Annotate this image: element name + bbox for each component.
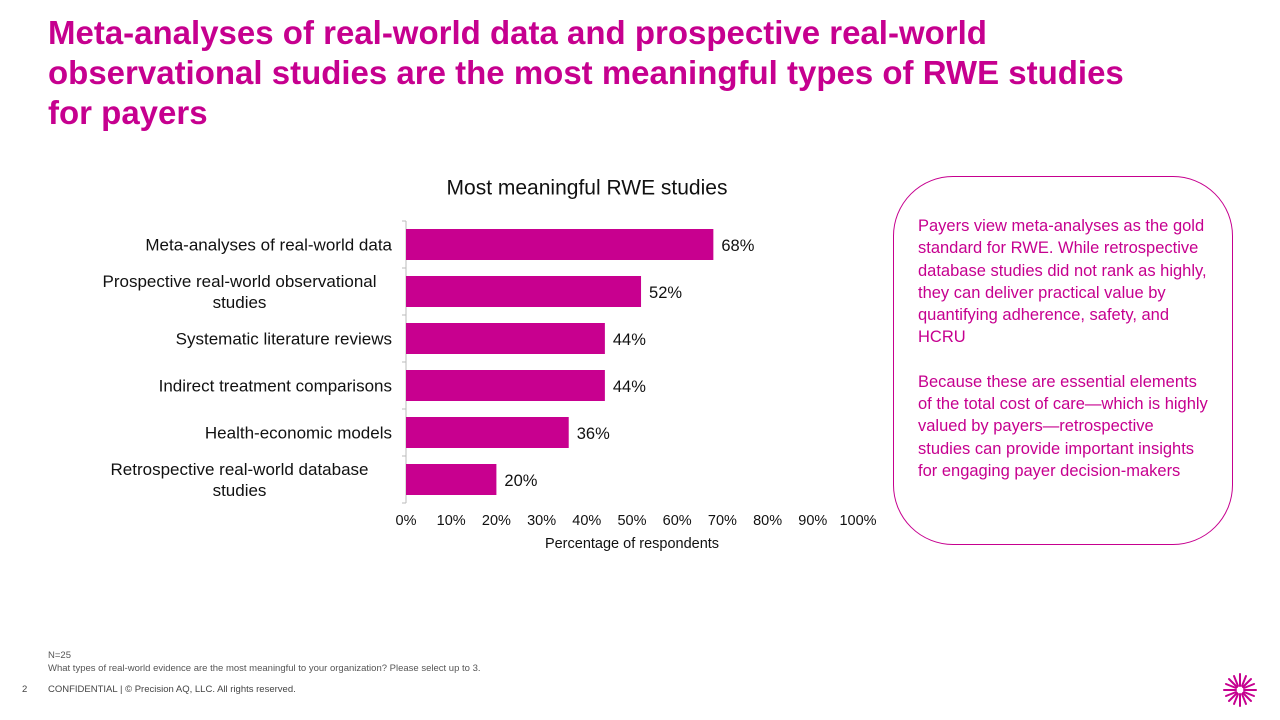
y-tick-label: Prospective real-world observational stu… xyxy=(102,271,377,312)
x-tick-label: 10% xyxy=(437,513,466,529)
x-tick-label: 80% xyxy=(753,513,782,529)
page-number: 2 xyxy=(22,684,28,695)
value-label: 44% xyxy=(613,331,646,349)
y-tick-label: Health-economic models xyxy=(204,423,392,442)
x-tick-label: 100% xyxy=(839,513,876,529)
x-tick-label: 20% xyxy=(482,513,511,529)
bar xyxy=(406,229,714,260)
y-tick-label: Indirect treatment comparisons xyxy=(158,376,392,395)
bar xyxy=(406,323,605,354)
footnote: What types of real-world evidence are th… xyxy=(48,663,481,674)
bar xyxy=(406,370,605,401)
value-label: 36% xyxy=(577,425,610,443)
footnote: N=25 xyxy=(48,650,71,661)
y-tick-label: Systematic literature reviews xyxy=(175,329,392,348)
y-tick-label: Retrospective real-world database studie… xyxy=(110,459,369,500)
slide-title: Meta-analyses of real-world data and pro… xyxy=(48,14,1124,131)
bar xyxy=(406,417,569,448)
x-tick-label: 40% xyxy=(572,513,601,529)
callout-paragraph: Because these are essential elements of … xyxy=(918,372,1208,480)
value-label: 44% xyxy=(613,378,646,396)
bar xyxy=(406,276,642,307)
y-tick-label: Meta-analyses of real-world data xyxy=(145,235,392,254)
x-tick-label: 50% xyxy=(617,513,646,529)
x-tick-label: 60% xyxy=(663,513,692,529)
value-label: 68% xyxy=(721,237,754,255)
x-tick-label: 90% xyxy=(798,513,827,529)
logo xyxy=(1223,673,1257,707)
x-tick-label: 0% xyxy=(396,513,417,529)
x-tick-label: 30% xyxy=(527,513,556,529)
value-label: 20% xyxy=(504,472,537,490)
value-label: 52% xyxy=(649,284,682,302)
callout-text: Payers view meta-analyses as the gold st… xyxy=(918,215,1210,504)
x-axis-label: Percentage of respondents xyxy=(545,536,719,552)
x-tick-label: 70% xyxy=(708,513,737,529)
callout-paragraph: Payers view meta-analyses as the gold st… xyxy=(918,217,1207,347)
bar xyxy=(406,464,497,495)
footer-text: CONFIDENTIAL | © Precision AQ, LLC. All … xyxy=(48,684,296,695)
chart-title: Most meaningful RWE studies xyxy=(447,177,728,200)
callout-box xyxy=(893,176,1233,545)
